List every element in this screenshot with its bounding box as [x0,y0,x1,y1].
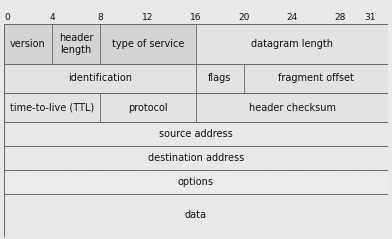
Bar [196,93,388,122]
Bar [100,93,196,122]
Bar [52,24,100,64]
Bar [196,64,244,93]
Text: time-to-live (TTL): time-to-live (TTL) [10,103,94,113]
Text: fragment offset: fragment offset [278,73,354,83]
Bar [4,146,388,170]
Text: 28: 28 [334,13,346,22]
Text: protocol: protocol [128,103,168,113]
Text: 12: 12 [142,13,154,22]
Text: destination address: destination address [148,153,244,163]
Text: header checksum: header checksum [249,103,336,113]
Text: 8: 8 [97,13,103,22]
Text: source address: source address [159,129,233,139]
Text: 24: 24 [287,13,298,22]
Bar [4,93,100,122]
Text: datagram length: datagram length [251,39,333,49]
Text: type of service: type of service [112,39,184,49]
Text: 0: 0 [4,13,10,22]
Bar [4,194,388,237]
Text: 16: 16 [190,13,202,22]
Text: identification: identification [68,73,132,83]
Bar [4,122,388,146]
Bar [4,170,388,194]
Text: 4: 4 [49,13,55,22]
Text: flags: flags [208,73,232,83]
Text: data: data [185,210,207,220]
Text: header
length: header length [59,33,93,55]
Text: 20: 20 [238,13,250,22]
Bar [196,24,388,64]
Text: options: options [178,177,214,187]
Bar [244,64,388,93]
Bar [4,24,52,64]
Bar [4,64,196,93]
Text: 31: 31 [365,13,376,22]
Text: version: version [10,39,46,49]
Bar [100,24,196,64]
